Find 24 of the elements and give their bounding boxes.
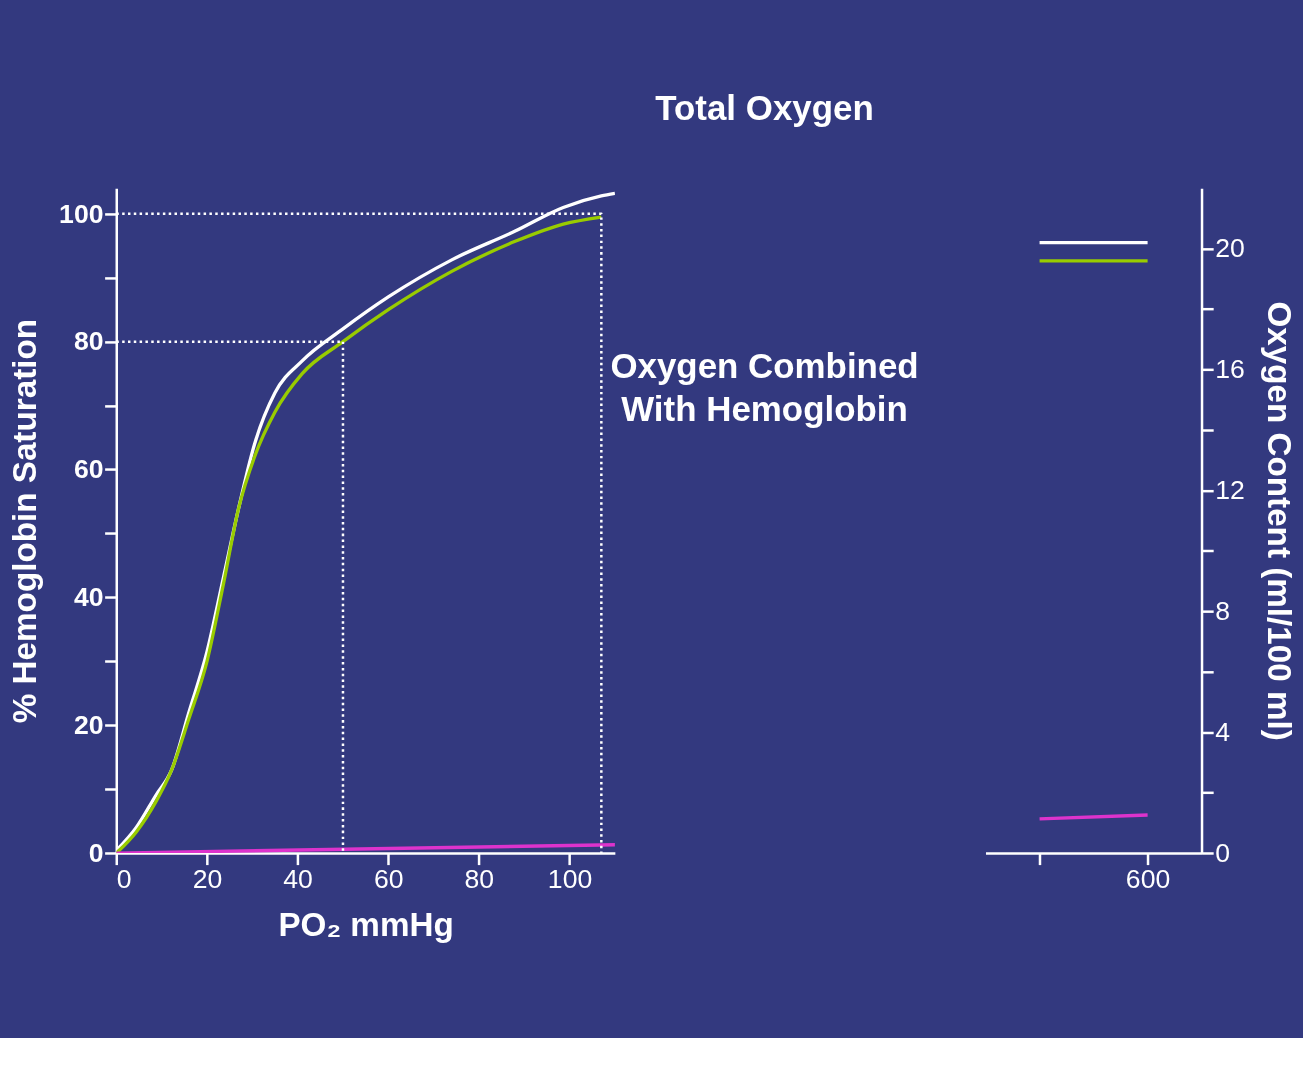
annotation: Oxygen Combined With Hemoglobin xyxy=(610,345,919,428)
y-tick-label: 20 xyxy=(73,709,104,740)
y-tick-label: 12 xyxy=(1215,475,1245,506)
x-tick-label: 600 xyxy=(1125,863,1171,894)
y-tick-label: 40 xyxy=(73,582,104,613)
x-tick-label: 60 xyxy=(373,863,404,894)
y-tick-label: 60 xyxy=(73,454,104,485)
x-tick-label: 100 xyxy=(547,863,593,894)
y-axis-title: % Hemoglobin Saturation xyxy=(5,318,43,724)
y-tick-label: 0 xyxy=(1215,837,1231,868)
y-tick-label: 80 xyxy=(73,326,104,357)
y-tick-label: 4 xyxy=(1215,716,1231,747)
x-tick-label: 80 xyxy=(464,863,495,894)
y-tick-label: 100 xyxy=(59,198,104,229)
y-tick-label: 8 xyxy=(1215,596,1231,627)
x-tick-label: 20 xyxy=(192,863,223,894)
x-tick-label: 0 xyxy=(116,863,132,894)
y-tick-label: 0 xyxy=(88,837,104,868)
x-axis-title: PO₂ mmHg xyxy=(278,905,454,943)
y-tick-label: 20 xyxy=(1215,233,1245,264)
y-axis-title: Oxygen Content (ml/100 ml) xyxy=(1261,301,1299,741)
y-tick-label: 16 xyxy=(1215,354,1245,385)
text: Total Oxygen xyxy=(655,88,874,128)
x-tick-label: 40 xyxy=(283,863,313,894)
